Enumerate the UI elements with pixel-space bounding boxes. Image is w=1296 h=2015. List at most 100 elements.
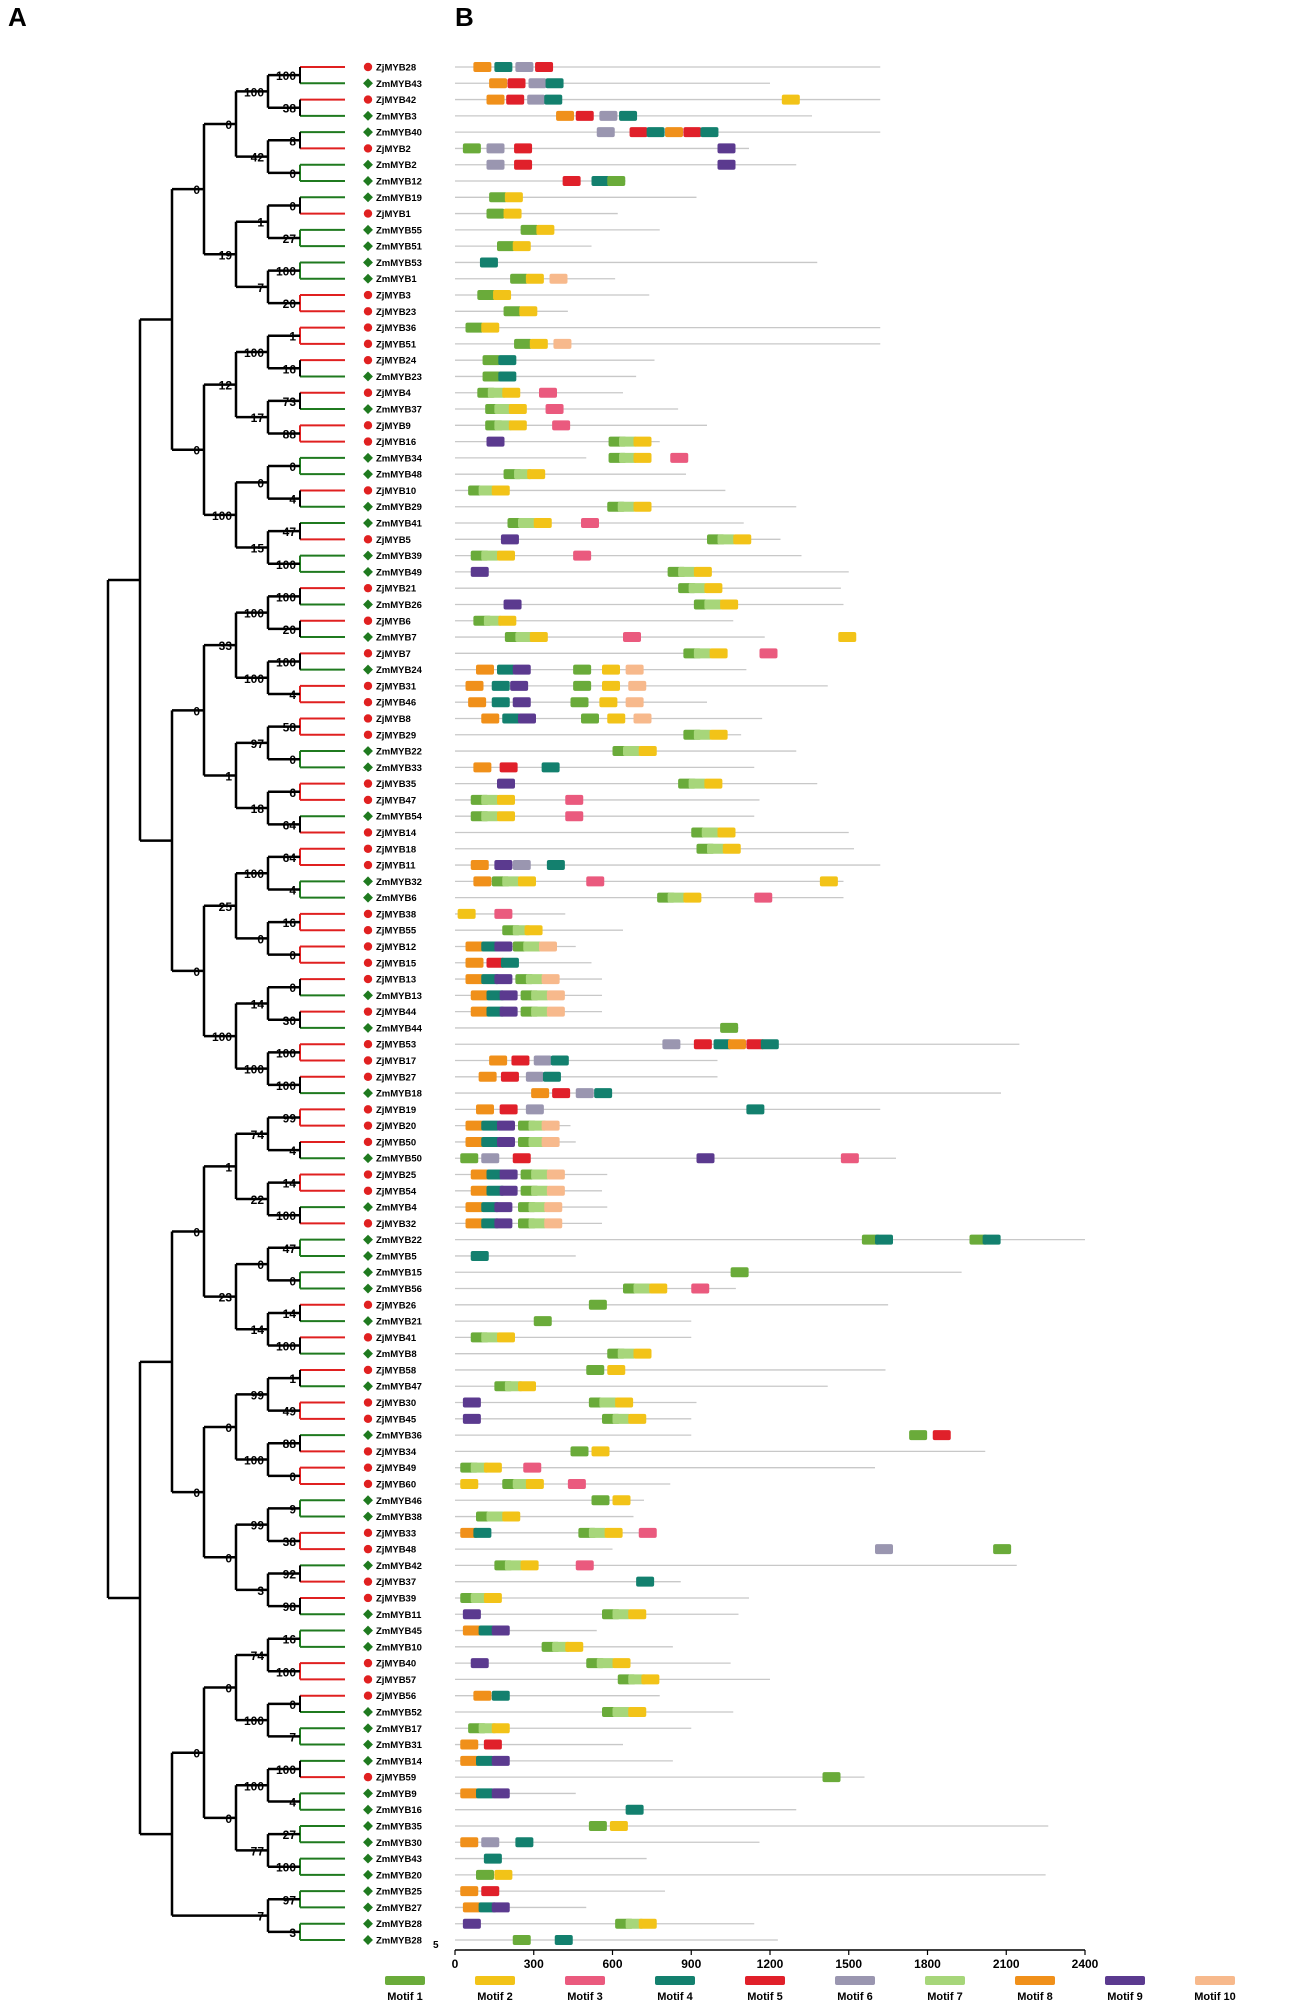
zm-gene-marker bbox=[363, 371, 373, 382]
bootstrap-value: 0 bbox=[289, 1698, 296, 1712]
motif-box bbox=[494, 420, 513, 431]
gene-name: ZjMYB59 bbox=[376, 1773, 416, 1784]
bootstrap-value: 100 bbox=[276, 1861, 296, 1875]
motif-box bbox=[473, 62, 492, 72]
motif-box bbox=[623, 746, 641, 757]
gene-name: ZmMYB27 bbox=[376, 1903, 422, 1914]
zj-gene-marker bbox=[363, 1121, 373, 1130]
bootstrap-value: 18 bbox=[251, 802, 265, 816]
zm-gene-marker bbox=[363, 1935, 373, 1945]
motif-box bbox=[481, 811, 500, 822]
motif-box bbox=[570, 1446, 589, 1457]
gene-name: ZjMYB55 bbox=[376, 926, 417, 937]
motif-box bbox=[586, 1364, 605, 1375]
gene-name: ZmMYB26 bbox=[376, 600, 422, 611]
zj-gene-marker bbox=[363, 339, 373, 349]
motif-box bbox=[462, 1625, 481, 1636]
motif-box bbox=[528, 1202, 547, 1213]
motif-box bbox=[497, 811, 515, 822]
motif-box bbox=[565, 794, 584, 805]
legend-label: Motif 2 bbox=[477, 1991, 512, 2003]
motif-box bbox=[609, 1820, 628, 1831]
motif-box bbox=[552, 420, 571, 431]
gene-name: ZjMYB33 bbox=[376, 1528, 416, 1539]
motif-box bbox=[722, 843, 741, 854]
gene-name: ZmMYB20 bbox=[376, 1870, 422, 1881]
motif-box bbox=[511, 1055, 530, 1066]
axis-tick-label: 1800 bbox=[914, 1957, 941, 1971]
motif-box bbox=[502, 387, 521, 398]
legend-label: Motif 1 bbox=[387, 1991, 422, 2003]
gene-name: ZmMYB54 bbox=[376, 812, 423, 823]
gene-name: ZjMYB47 bbox=[376, 795, 416, 806]
zm-gene-marker bbox=[363, 1234, 373, 1245]
bootstrap-value: 0 bbox=[193, 1226, 200, 1240]
motif-box bbox=[565, 811, 584, 822]
gene-name: ZjMYB25 bbox=[376, 1170, 417, 1181]
zm-gene-marker bbox=[363, 1641, 373, 1652]
legend-swatch bbox=[925, 1976, 965, 1985]
motif-box bbox=[704, 778, 723, 789]
gene-name: ZmMYB16 bbox=[376, 1805, 422, 1816]
zm-gene-marker bbox=[363, 1902, 373, 1913]
gene-name: ZjMYB41 bbox=[376, 1333, 417, 1344]
motif-box bbox=[465, 974, 484, 985]
zj-gene-marker bbox=[363, 1365, 373, 1375]
gene-name: ZmMYB33 bbox=[376, 763, 422, 774]
motif-box bbox=[491, 1690, 510, 1701]
gene-name: ZjMYB3 bbox=[376, 291, 411, 302]
gene-name: ZjMYB24 bbox=[376, 356, 417, 367]
zj-gene-marker bbox=[363, 307, 373, 316]
motif-box bbox=[518, 713, 536, 724]
motif-box bbox=[733, 534, 752, 545]
motif-box bbox=[476, 1104, 494, 1115]
zm-gene-marker bbox=[363, 811, 373, 822]
motif-box bbox=[503, 599, 522, 610]
gene-name: ZmMYB25 bbox=[376, 1887, 423, 1898]
motif-box bbox=[550, 1055, 569, 1066]
motif-box bbox=[909, 1430, 928, 1441]
gene-name: ZmMYB30 bbox=[376, 1838, 422, 1849]
motif-box bbox=[494, 941, 513, 952]
bootstrap-value: 1 bbox=[225, 1160, 232, 1174]
motif-box bbox=[497, 664, 515, 675]
zm-gene-marker bbox=[363, 1609, 373, 1620]
axis-tick-label: 0 bbox=[452, 1957, 459, 1971]
motif-box bbox=[470, 1006, 489, 1017]
motif-box bbox=[499, 1185, 518, 1196]
motif-box bbox=[491, 697, 510, 708]
zm-gene-marker bbox=[363, 1707, 373, 1717]
zm-gene-marker bbox=[363, 452, 373, 463]
motif-box bbox=[460, 1755, 479, 1766]
gene-name: ZmMYB11 bbox=[376, 1610, 422, 1621]
gene-name: ZmMYB53 bbox=[376, 258, 422, 269]
gene-name: ZjMYB35 bbox=[376, 779, 417, 790]
motif-box bbox=[633, 1348, 652, 1359]
motif-box bbox=[704, 599, 723, 610]
legend-swatch bbox=[475, 1976, 515, 1985]
motif-box bbox=[481, 713, 500, 724]
zj-gene-marker bbox=[363, 1300, 373, 1310]
bootstrap-value: 100 bbox=[276, 265, 296, 279]
axis-tick-label: 1500 bbox=[835, 1957, 862, 1971]
motif-box bbox=[649, 1283, 668, 1294]
gene-name: ZjMYB15 bbox=[376, 958, 417, 969]
gene-name: ZjMYB54 bbox=[376, 1186, 417, 1197]
motif-box bbox=[535, 62, 554, 72]
motif-box bbox=[465, 680, 484, 691]
motif-box bbox=[720, 1022, 739, 1033]
phylogenetic-tree bbox=[106, 66, 345, 1941]
motif-box bbox=[546, 1006, 565, 1017]
motif-box bbox=[693, 566, 712, 577]
gene-name: ZjMYB18 bbox=[376, 844, 416, 855]
motif-box bbox=[982, 1234, 1001, 1245]
motif-box bbox=[717, 534, 736, 545]
motif-box bbox=[633, 713, 652, 724]
motif-box bbox=[544, 1218, 563, 1229]
bootstrap-value: 4 bbox=[289, 1144, 296, 1158]
bootstrap-value: 49 bbox=[283, 1405, 297, 1419]
motif-box bbox=[515, 1837, 534, 1848]
motif-box bbox=[503, 208, 522, 219]
gene-name: ZmMYB14 bbox=[376, 1756, 423, 1767]
motif-box bbox=[483, 1739, 502, 1750]
